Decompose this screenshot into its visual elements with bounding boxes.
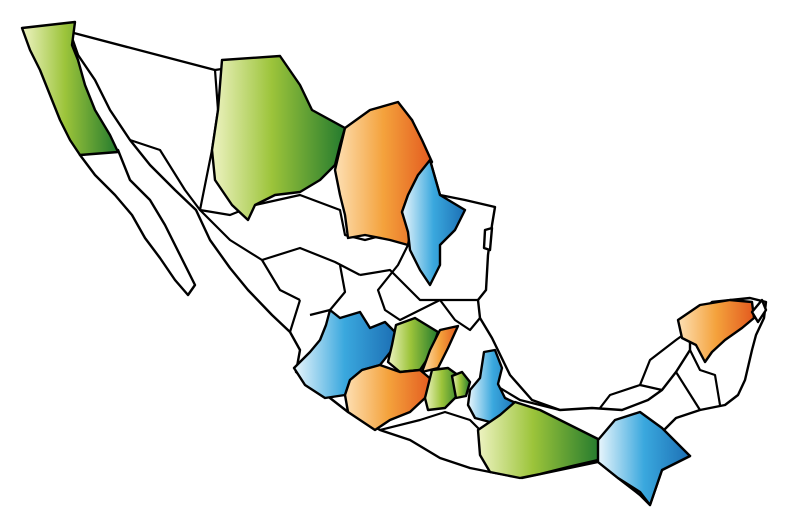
- region-chihuahua[interactable]: [210, 54, 347, 222]
- region-nuevo-leon[interactable]: [400, 158, 467, 287]
- region-michoacan[interactable]: [343, 363, 434, 432]
- region-chiapas[interactable]: [596, 410, 692, 507]
- region-baja-california[interactable]: [20, 20, 120, 157]
- island-1: [482, 226, 494, 252]
- island-2: [750, 298, 768, 324]
- baja-california-sur: [78, 148, 197, 297]
- region-mexico-city[interactable]: [450, 370, 472, 400]
- region-queretaro[interactable]: [420, 324, 460, 374]
- region-yucatan[interactable]: [676, 298, 756, 364]
